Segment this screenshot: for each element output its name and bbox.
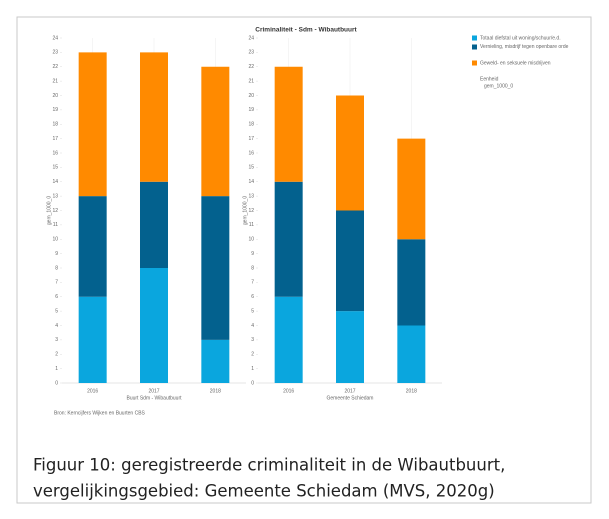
y-tick-label: 4 — [55, 323, 58, 329]
y-tick-label: 0 — [55, 380, 58, 386]
y-tick-label: 10 — [52, 237, 58, 243]
x-tick-label: 2018 — [406, 388, 417, 394]
y-tick-label: 1 — [55, 366, 58, 372]
y-tick-label: 10 — [248, 237, 254, 243]
source: Bron: Kerncijfers Wijken en Buurten CBS — [54, 410, 146, 416]
legend-swatch — [472, 60, 477, 66]
bar-segment — [201, 339, 230, 383]
y-tick-label: 2 — [55, 352, 58, 358]
y-tick-label: 19 — [248, 107, 254, 113]
y-tick-label: 16 — [52, 150, 58, 156]
y-tick-label: 21 — [248, 78, 254, 84]
y-tick-label: 7 — [251, 280, 254, 286]
y-tick-label: 2 — [251, 352, 254, 358]
y-tick-label: 24 — [248, 35, 254, 41]
legend-label: Totaal diefstal uit woning/schuur/e.d. — [480, 35, 561, 41]
y-tick-label: 23 — [248, 50, 254, 56]
bar-segment — [336, 311, 364, 383]
y-tick-label: 1 — [251, 366, 254, 372]
y-tick-label: 15 — [52, 165, 58, 171]
bar-segment — [397, 239, 426, 326]
chart-title: Criminaliteit - Sdm - Wibautbuurt — [255, 27, 357, 34]
y-tick-label: 9 — [55, 251, 58, 257]
y-tick-label: 6 — [251, 294, 254, 300]
y-tick-label: 16 — [248, 150, 254, 156]
y-tick-label: 17 — [52, 136, 58, 142]
y-tick-label: 3 — [251, 337, 254, 343]
y-tick-label: 12 — [52, 208, 58, 214]
y-tick-label: 18 — [248, 122, 254, 128]
y-tick-label: 21 — [52, 78, 58, 84]
bar-segment — [201, 196, 230, 340]
legend-swatch — [472, 35, 477, 41]
bar-segment — [78, 296, 107, 383]
bar-segment — [140, 268, 168, 383]
y-tick-label: 23 — [52, 50, 58, 56]
x-tick-label: 2018 — [210, 388, 221, 394]
y-tick-label: 20 — [248, 93, 254, 99]
y-tick-label: 3 — [55, 337, 58, 343]
caption: Figuur 10: geregistreerde criminaliteit … — [33, 456, 505, 475]
x-tick-label: 2016 — [283, 388, 294, 394]
legend-heading: Eenheid — [480, 76, 499, 82]
y-tick-label: 18 — [52, 122, 58, 128]
y-tick-label: 8 — [55, 265, 58, 271]
y-tick-label: 20 — [52, 93, 58, 99]
legend-label: Geweld- en seksuele misdrijven — [480, 60, 551, 66]
caption: vergelijkingsgebied: Gemeente Schiedam (… — [33, 482, 495, 501]
y-tick-label: 13 — [52, 193, 58, 199]
x-tick-label: 2017 — [148, 388, 159, 394]
y-tick-label: 15 — [248, 165, 254, 171]
x-axis-label: Buurt Sdm - Wibautbuurt — [126, 395, 182, 401]
bar-segment — [336, 95, 364, 211]
bar-segment — [78, 196, 107, 297]
y-tick-label: 11 — [249, 222, 254, 228]
y-tick-label: 24 — [52, 35, 58, 41]
bar-segment — [397, 325, 426, 383]
y-tick-label: 6 — [55, 294, 58, 300]
y-tick-label: 19 — [52, 107, 58, 113]
legend-label: Vernieling, misdrijf tegen openbare orde — [480, 44, 569, 50]
y-tick-label: 22 — [52, 64, 58, 70]
bar-segment — [78, 52, 107, 197]
y-tick-label: 0 — [251, 380, 254, 386]
bar-segment — [140, 52, 168, 182]
y-tick-label: 13 — [248, 193, 254, 199]
bar-segment — [397, 138, 426, 240]
bar-segment — [274, 181, 303, 297]
y-tick-label: 12 — [248, 208, 254, 214]
y-axis-label: gem_1000_0 — [46, 196, 52, 225]
bar-segment — [274, 296, 303, 383]
frame — [16, 16, 592, 504]
y-tick-label: 11 — [53, 222, 58, 228]
y-tick-label: 22 — [248, 64, 254, 70]
y-tick-label: 5 — [251, 308, 254, 314]
y-tick-label: 8 — [251, 265, 254, 271]
legend-swatch — [472, 44, 477, 50]
bar-segment — [201, 66, 230, 197]
x-axis-label: Gemeente Schiedam — [327, 395, 374, 401]
legend-unit: gem_1000_0 — [484, 83, 513, 89]
y-tick-label: 9 — [251, 251, 254, 257]
x-tick-label: 2017 — [344, 388, 355, 394]
y-axis-label: gem_1000_0 — [242, 196, 248, 225]
bar-segment — [336, 210, 364, 312]
bar-segment — [140, 181, 168, 268]
y-tick-label: 17 — [248, 136, 254, 142]
y-tick-label: 14 — [52, 179, 58, 185]
bar-segment — [274, 66, 303, 182]
y-tick-label: 14 — [248, 179, 254, 185]
y-tick-label: 4 — [251, 323, 254, 329]
y-tick-label: 5 — [55, 308, 58, 314]
x-tick-label: 2016 — [87, 388, 98, 394]
y-tick-label: 7 — [55, 280, 58, 286]
